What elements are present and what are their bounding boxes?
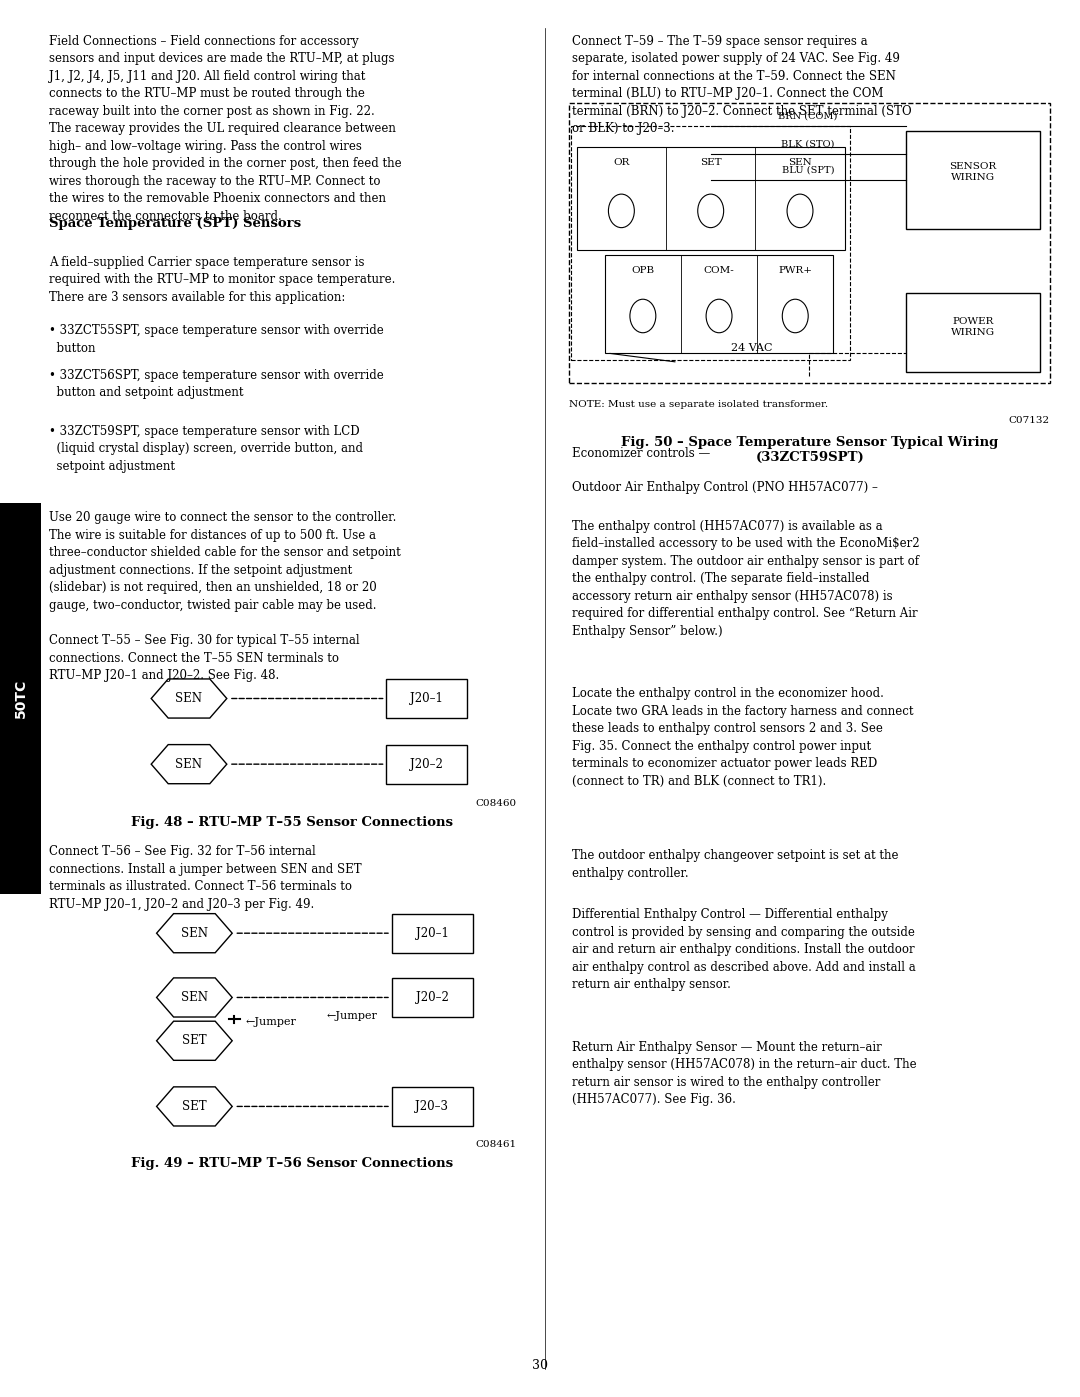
FancyBboxPatch shape	[392, 978, 473, 1017]
PathPatch shape	[151, 745, 227, 784]
Text: OR: OR	[613, 158, 630, 168]
Text: J20–2: J20–2	[410, 757, 443, 771]
FancyBboxPatch shape	[0, 503, 41, 894]
Text: Field Connections – Field connections for accessory
sensors and input devices ar: Field Connections – Field connections fo…	[49, 35, 402, 224]
Text: C08461: C08461	[475, 1140, 516, 1148]
Circle shape	[782, 299, 808, 332]
Text: SEN: SEN	[181, 926, 207, 940]
FancyBboxPatch shape	[387, 745, 468, 784]
Text: Connect T–55 – See Fig. 30 for typical T–55 internal
connections. Connect the T–: Connect T–55 – See Fig. 30 for typical T…	[49, 634, 360, 682]
Text: Outdoor Air Enthalpy Control (PNO HH57AC077) –: Outdoor Air Enthalpy Control (PNO HH57AC…	[572, 481, 878, 493]
FancyBboxPatch shape	[905, 293, 1040, 372]
Text: Space Temperature (SPT) Sensors: Space Temperature (SPT) Sensors	[49, 217, 300, 229]
Text: A field–supplied Carrier space temperature sensor is
required with the RTU–MP to: A field–supplied Carrier space temperatu…	[49, 256, 395, 303]
Text: OPB: OPB	[632, 265, 654, 275]
Text: NOTE: Must use a separate isolated transformer.: NOTE: Must use a separate isolated trans…	[569, 400, 828, 408]
Text: Use 20 gauge wire to connect the sensor to the controller.
The wire is suitable : Use 20 gauge wire to connect the sensor …	[49, 511, 401, 612]
Text: Fig. 48 – RTU–MP T–55 Sensor Connections: Fig. 48 – RTU–MP T–55 Sensor Connections	[131, 816, 453, 828]
Text: Differential Enthalpy Control — Differential enthalpy
control is provided by sen: Differential Enthalpy Control — Differen…	[572, 908, 916, 990]
FancyBboxPatch shape	[392, 1087, 473, 1126]
Text: C08460: C08460	[475, 799, 516, 807]
PathPatch shape	[151, 679, 227, 718]
PathPatch shape	[157, 978, 232, 1017]
FancyBboxPatch shape	[387, 679, 468, 718]
Circle shape	[630, 299, 656, 332]
PathPatch shape	[157, 1021, 232, 1060]
Text: 50TC: 50TC	[14, 679, 27, 718]
Text: • 33ZCT56SPT, space temperature sensor with override
  button and setpoint adjus: • 33ZCT56SPT, space temperature sensor w…	[49, 369, 383, 400]
Text: SEN: SEN	[788, 158, 812, 168]
Text: The enthalpy control (HH57AC077) is available as a
field–installed accessory to : The enthalpy control (HH57AC077) is avai…	[572, 520, 920, 637]
Text: Return Air Enthalpy Sensor — Mount the return–air
enthalpy sensor (HH57AC078) in: Return Air Enthalpy Sensor — Mount the r…	[572, 1041, 917, 1106]
Text: SET: SET	[700, 158, 721, 168]
FancyBboxPatch shape	[392, 914, 473, 953]
Text: BRN (COM): BRN (COM)	[779, 112, 838, 120]
Text: SEN: SEN	[175, 757, 203, 771]
FancyBboxPatch shape	[571, 126, 850, 360]
Text: SET: SET	[183, 1099, 206, 1113]
Text: • 33ZCT55SPT, space temperature sensor with override
  button: • 33ZCT55SPT, space temperature sensor w…	[49, 324, 383, 355]
Text: J20–3: J20–3	[416, 1099, 448, 1113]
Text: Fig. 50 – Space Temperature Sensor Typical Wiring
(33ZCT59SPT): Fig. 50 – Space Temperature Sensor Typic…	[621, 436, 999, 464]
Text: Locate the enthalpy control in the economizer hood.
Locate two GRA leads in the : Locate the enthalpy control in the econo…	[572, 687, 914, 788]
Text: BLK (STO): BLK (STO)	[782, 140, 835, 148]
Text: SEN: SEN	[181, 990, 207, 1004]
Text: Connect T–56 – See Fig. 32 for T–56 internal
connections. Install a jumper betwe: Connect T–56 – See Fig. 32 for T–56 inte…	[49, 845, 361, 911]
Text: • 33ZCT59SPT, space temperature sensor with LCD
  (liquid crystal display) scree: • 33ZCT59SPT, space temperature sensor w…	[49, 425, 363, 472]
FancyBboxPatch shape	[577, 147, 845, 250]
Text: Connect T–59 – The T–59 space sensor requires a
separate, isolated power supply : Connect T–59 – The T–59 space sensor req…	[572, 35, 912, 136]
Text: Fig. 49 – RTU–MP T–56 Sensor Connections: Fig. 49 – RTU–MP T–56 Sensor Connections	[131, 1157, 453, 1169]
Text: 30: 30	[532, 1359, 548, 1372]
Text: The outdoor enthalpy changeover setpoint is set at the
enthalpy controller.: The outdoor enthalpy changeover setpoint…	[572, 849, 899, 880]
PathPatch shape	[157, 914, 232, 953]
Circle shape	[608, 194, 634, 228]
Text: 24 VAC: 24 VAC	[731, 342, 772, 353]
Text: J20–1: J20–1	[416, 926, 448, 940]
Text: SET: SET	[183, 1034, 206, 1048]
Text: BLU (SPT): BLU (SPT)	[782, 166, 835, 175]
Text: ←Jumper: ←Jumper	[326, 1011, 377, 1021]
FancyBboxPatch shape	[905, 131, 1040, 229]
Text: PWR+: PWR+	[779, 265, 812, 275]
Text: POWER
WIRING: POWER WIRING	[950, 317, 995, 337]
Text: Economizer controls —: Economizer controls —	[572, 447, 711, 460]
Text: SEN: SEN	[175, 692, 203, 705]
Circle shape	[787, 194, 813, 228]
Circle shape	[698, 194, 724, 228]
Text: J20–1: J20–1	[410, 692, 443, 705]
FancyBboxPatch shape	[569, 103, 1050, 383]
Text: C07132: C07132	[1009, 416, 1050, 425]
Text: SENSOR
WIRING: SENSOR WIRING	[949, 162, 997, 182]
Text: ←Jumper: ←Jumper	[245, 1017, 296, 1027]
Circle shape	[706, 299, 732, 332]
PathPatch shape	[157, 1087, 232, 1126]
FancyBboxPatch shape	[605, 254, 834, 353]
Text: COM-: COM-	[704, 265, 734, 275]
Text: J20–2: J20–2	[416, 990, 448, 1004]
